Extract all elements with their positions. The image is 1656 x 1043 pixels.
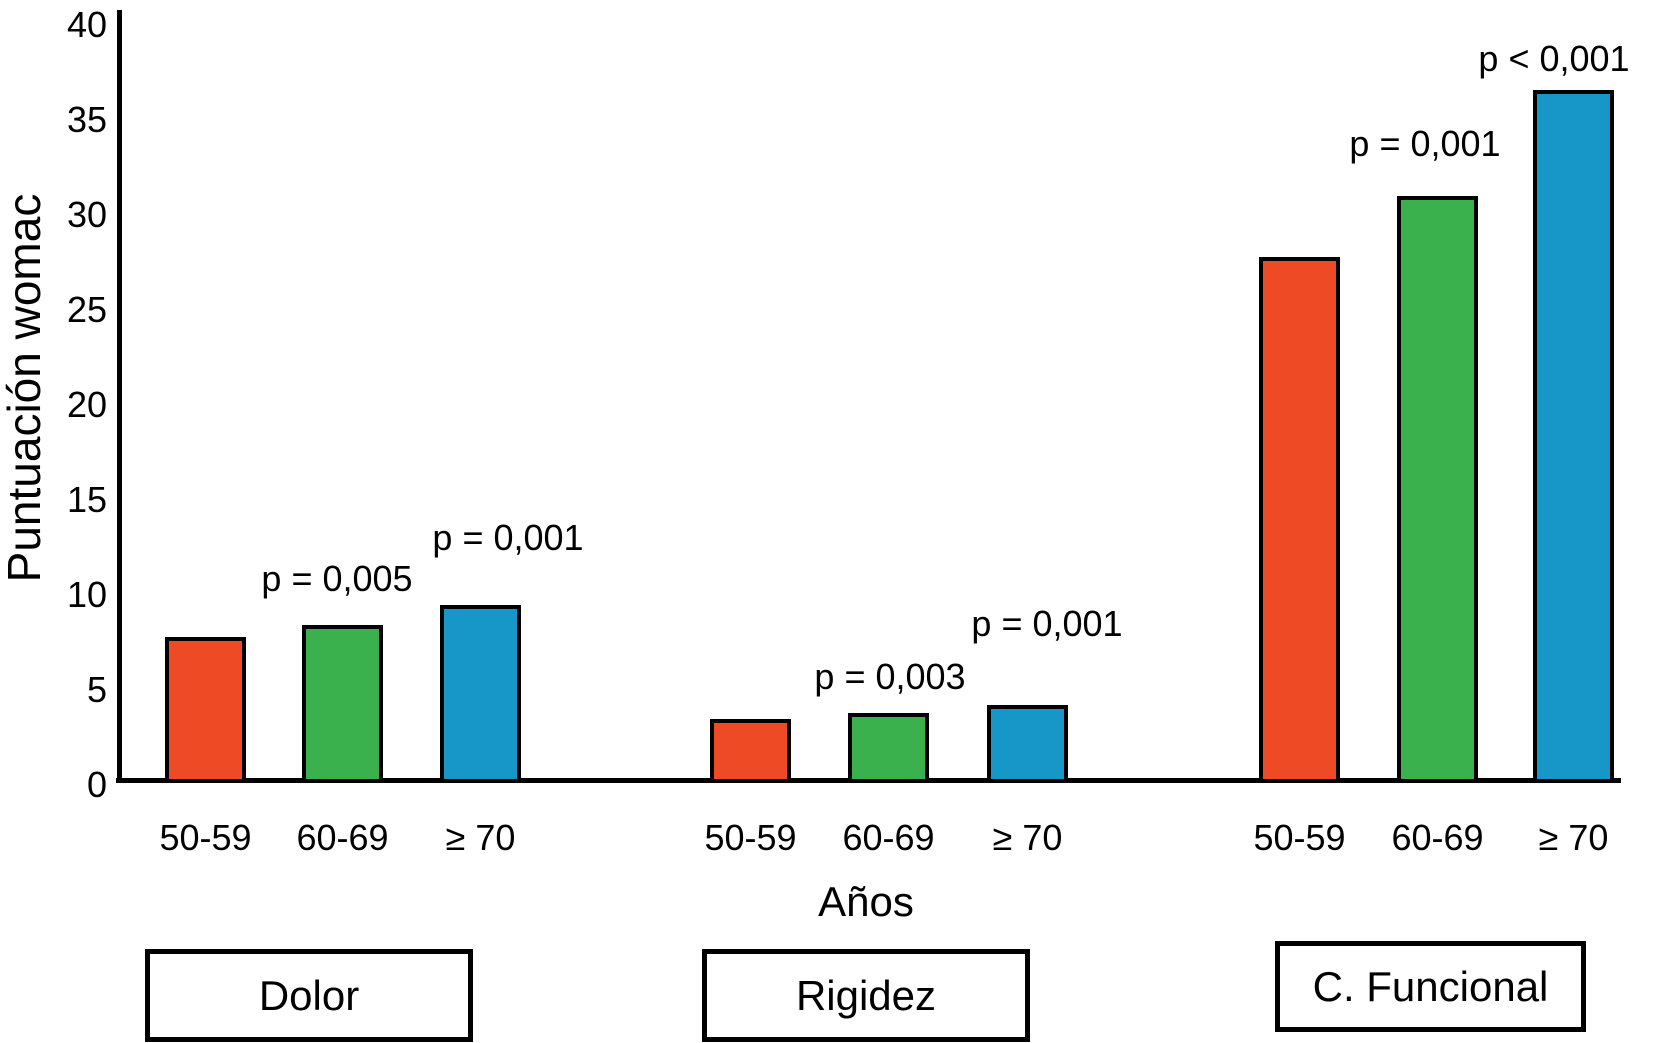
bar (1533, 90, 1614, 783)
bar (710, 719, 791, 783)
y-tick-label: 25 (66, 289, 107, 330)
y-tick-label: 0 (86, 764, 107, 805)
bar (302, 625, 383, 783)
x-tick-label: 60-69 (1391, 817, 1484, 858)
y-tick-label: 5 (86, 669, 107, 710)
bar (165, 637, 246, 783)
x-tick-label: 50-59 (1253, 817, 1346, 858)
y-tick-label: 20 (66, 384, 107, 425)
group-label-box: C. Funcional (1275, 941, 1586, 1032)
p-value-label: p = 0,001 (432, 517, 584, 558)
p-value-label: p = 0,003 (814, 656, 966, 697)
bar (1397, 196, 1478, 783)
y-tick-label: 15 (66, 479, 107, 520)
p-value-label: p = 0,001 (971, 603, 1123, 644)
bar (987, 705, 1068, 783)
x-tick-label: ≥ 70 (992, 817, 1063, 858)
x-tick-label: 50-59 (704, 817, 797, 858)
y-tick-label: 30 (66, 194, 107, 235)
p-value-label: p < 0,001 (1478, 38, 1630, 79)
x-axis-title: Años (818, 878, 914, 925)
bar (848, 713, 929, 783)
bar (1259, 257, 1340, 783)
x-tick-label: 60-69 (296, 817, 389, 858)
y-tick-label: 10 (66, 574, 107, 615)
x-tick-label: 50-59 (159, 817, 252, 858)
p-value-label: p = 0,001 (1349, 123, 1501, 164)
x-tick-label: ≥ 70 (445, 817, 516, 858)
bar (440, 605, 521, 783)
group-label-box: Dolor (145, 949, 473, 1042)
group-label-box: Rigidez (702, 949, 1030, 1042)
y-tick-label: 40 (66, 4, 107, 45)
x-tick-label: ≥ 70 (1538, 817, 1609, 858)
x-tick-label: 60-69 (842, 817, 935, 858)
p-value-label: p = 0,005 (261, 558, 413, 599)
y-tick-label: 35 (66, 99, 107, 140)
y-axis-line (117, 10, 122, 783)
